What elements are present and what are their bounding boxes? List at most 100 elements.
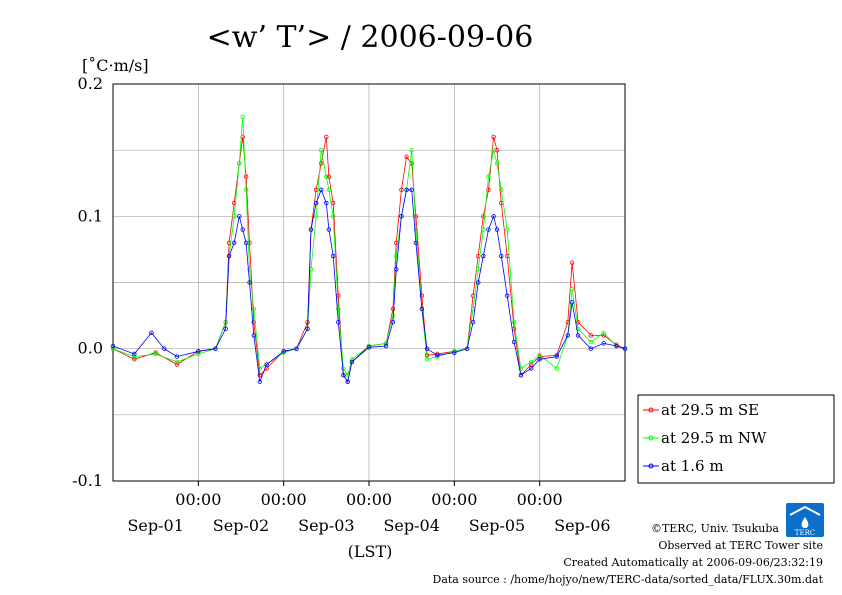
series-line [112, 117, 626, 377]
data-point [330, 253, 336, 259]
data-point [601, 330, 606, 335]
data-point [601, 333, 606, 338]
data-point [470, 320, 476, 325]
data-point [499, 187, 504, 193]
data-point [569, 300, 575, 305]
data-point [554, 353, 559, 358]
data-point [110, 343, 116, 349]
data-point [424, 346, 430, 351]
data-point [452, 349, 457, 354]
data-point [569, 286, 575, 292]
data-point [251, 320, 256, 325]
data-point [294, 346, 299, 351]
x-tick-label: 00:00 [431, 490, 477, 509]
data-point [486, 187, 491, 193]
data-point [308, 267, 314, 272]
logo-drop-icon [801, 517, 809, 528]
data-point [132, 354, 137, 359]
data-point [435, 353, 440, 358]
data-point [424, 357, 430, 362]
date-label: Sep-02 [213, 516, 269, 535]
data-point [486, 227, 491, 232]
date-label: Sep-05 [469, 516, 525, 535]
data-point [319, 147, 324, 153]
data-point [231, 200, 237, 206]
data-point [349, 359, 355, 365]
data-point [174, 354, 180, 359]
data-point [614, 342, 619, 347]
data-point [247, 280, 252, 285]
data-point [518, 366, 524, 371]
data-point [486, 174, 491, 179]
data-point [622, 346, 628, 351]
data-point [537, 357, 542, 362]
data-point [518, 372, 524, 378]
observed-text: Observed at TERC Tower site [658, 539, 823, 552]
data-point [153, 351, 158, 357]
data-point [326, 187, 332, 193]
data-point [588, 333, 594, 338]
unit-label: [˚C·m/s] [82, 56, 149, 75]
x-tick-label: 00:00 [346, 490, 392, 509]
data-point [110, 346, 116, 351]
chart-title: <w’ T’> / 2006-09-06 [207, 20, 534, 55]
data-point [413, 227, 419, 232]
data-point [491, 147, 496, 153]
series-3 [110, 187, 628, 384]
legend-label: at 29.5 m NW [661, 429, 767, 447]
data-point [251, 333, 256, 338]
data-point [319, 187, 324, 193]
y-tick-label: -0.1 [72, 471, 103, 490]
legend: at 29.5 m SE at 29.5 m NW at 1.6 m [637, 394, 835, 484]
data-point [326, 227, 332, 232]
series-group [110, 114, 628, 384]
data-point [196, 349, 201, 354]
x-axis-label: (LST) [348, 542, 393, 561]
data-point [575, 333, 581, 338]
legend-marker [648, 435, 654, 441]
data-point [243, 174, 249, 179]
data-point [588, 339, 594, 345]
data-point [569, 260, 575, 265]
data-point [575, 326, 581, 332]
x-tick-label: 00:00 [175, 490, 221, 509]
data-point [413, 240, 419, 245]
data-point [419, 306, 425, 312]
data-point [243, 187, 249, 193]
data-point [341, 366, 346, 371]
data-point [223, 326, 228, 332]
data-point [476, 267, 481, 272]
data-point [452, 350, 457, 355]
date-label: Sep-04 [383, 516, 439, 535]
data-point [345, 379, 350, 384]
data-point [153, 350, 158, 355]
source-text: Data source : /home/hojyo/new/TERC-data/… [433, 573, 824, 586]
legend-label: at 1.6 m [661, 457, 724, 475]
copyright-text: ©TERC, Univ. Tsukuba [651, 522, 779, 535]
created-text: Created Automatically at 2006-09-06/23:3… [563, 556, 823, 569]
data-point [336, 306, 341, 312]
y-tick-label: 0.0 [78, 339, 103, 358]
data-point [588, 346, 594, 351]
data-point [419, 293, 425, 298]
data-point [409, 187, 414, 193]
data-point [174, 359, 180, 365]
data-point [324, 174, 329, 179]
y-tick-label: 0.1 [78, 206, 103, 225]
data-point [341, 372, 346, 378]
data-point [132, 357, 137, 362]
data-point [349, 357, 355, 362]
data-point [481, 227, 486, 232]
data-point [319, 161, 324, 166]
data-point [494, 161, 500, 166]
data-point [404, 154, 409, 159]
x-axis: 00:00 00:00 00:00 00:00 00:00 Sep-01 Sep-02 Sep… [127, 481, 611, 535]
date-label: Sep-06 [554, 516, 610, 535]
y-axis: 0.2 0.1 0.0 -0.1 [72, 74, 103, 490]
data-point [399, 187, 404, 193]
data-point [226, 253, 232, 259]
data-point [409, 147, 414, 153]
data-point [491, 134, 496, 140]
data-point [505, 227, 510, 232]
